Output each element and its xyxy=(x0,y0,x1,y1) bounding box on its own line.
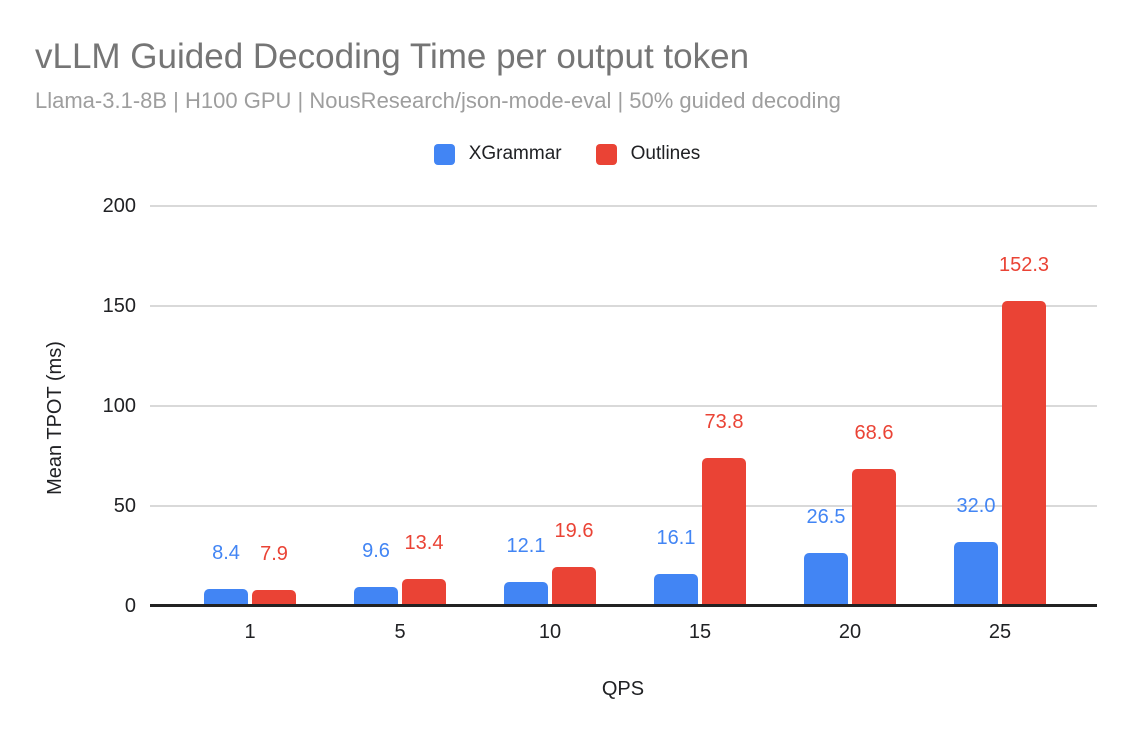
legend-item-xgrammar: XGrammar xyxy=(433,143,562,165)
x-axis-title: QPS xyxy=(601,678,645,700)
bar-value-label: 8.4 xyxy=(212,542,240,565)
bar-xgrammar-qps5 xyxy=(354,586,398,606)
bar-outlines-qps5 xyxy=(402,579,446,606)
y-tick-label: 200 xyxy=(102,195,136,217)
bar-value-label: 9.6 xyxy=(362,539,390,562)
x-tick-label: 5 xyxy=(394,621,406,643)
x-axis-line xyxy=(150,604,1097,607)
bar-xgrammar-qps25 xyxy=(954,542,998,606)
chart-subtitle: Llama-3.1-8B | H100 GPU | NousResearch/j… xyxy=(35,88,841,113)
chart-title: vLLM Guided Decoding Time per output tok… xyxy=(35,37,750,76)
bar-xgrammar-qps1 xyxy=(204,589,248,606)
legend-item-outlines: Outlines xyxy=(595,143,701,165)
bar-outlines-qps15 xyxy=(702,458,746,606)
y-tick-label: 0 xyxy=(124,595,136,617)
bar-value-label: 7.9 xyxy=(260,543,288,566)
gridline-y150 xyxy=(150,305,1097,307)
y-tick-label: 50 xyxy=(113,495,136,517)
legend-label: Outlines xyxy=(630,143,701,164)
bar-xgrammar-qps15 xyxy=(654,573,698,606)
gridline-y100 xyxy=(150,405,1097,407)
legend: XGrammar Outlines xyxy=(0,143,1134,165)
bar-value-label: 32.0 xyxy=(956,495,996,517)
x-tick-label: 1 xyxy=(244,621,256,643)
legend-swatch-icon xyxy=(433,143,455,165)
bar-value-label: 26.5 xyxy=(806,506,846,528)
x-tick-label: 10 xyxy=(538,621,562,643)
y-tick-label: 150 xyxy=(102,295,136,317)
gridline-y200 xyxy=(150,205,1097,207)
bar-value-label: 73.8 xyxy=(704,411,744,434)
bar-value-label: 152.3 xyxy=(998,254,1050,277)
bar-value-label: 68.6 xyxy=(854,421,894,444)
bar-value-label: 19.6 xyxy=(554,519,594,542)
legend-label: XGrammar xyxy=(468,143,562,164)
bar-value-label: 16.1 xyxy=(656,526,696,549)
x-tick-label: 15 xyxy=(688,621,712,643)
y-tick-label: 100 xyxy=(102,395,136,417)
bar-outlines-qps10 xyxy=(552,566,596,606)
y-axis-title: Mean TPOT (ms) xyxy=(44,341,66,495)
legend-swatch-icon xyxy=(595,143,617,165)
bar-outlines-qps1 xyxy=(252,590,296,606)
bar-xgrammar-qps10 xyxy=(504,581,548,606)
bar-xgrammar-qps20 xyxy=(804,553,848,606)
bar-outlines-qps25 xyxy=(1002,301,1046,606)
gridline-y50 xyxy=(150,505,1097,507)
bar-outlines-qps20 xyxy=(852,468,896,606)
bar-value-label: 13.4 xyxy=(404,532,444,555)
x-tick-label: 20 xyxy=(838,621,862,643)
bar-value-label: 12.1 xyxy=(506,534,546,557)
x-tick-label: 25 xyxy=(988,621,1012,643)
